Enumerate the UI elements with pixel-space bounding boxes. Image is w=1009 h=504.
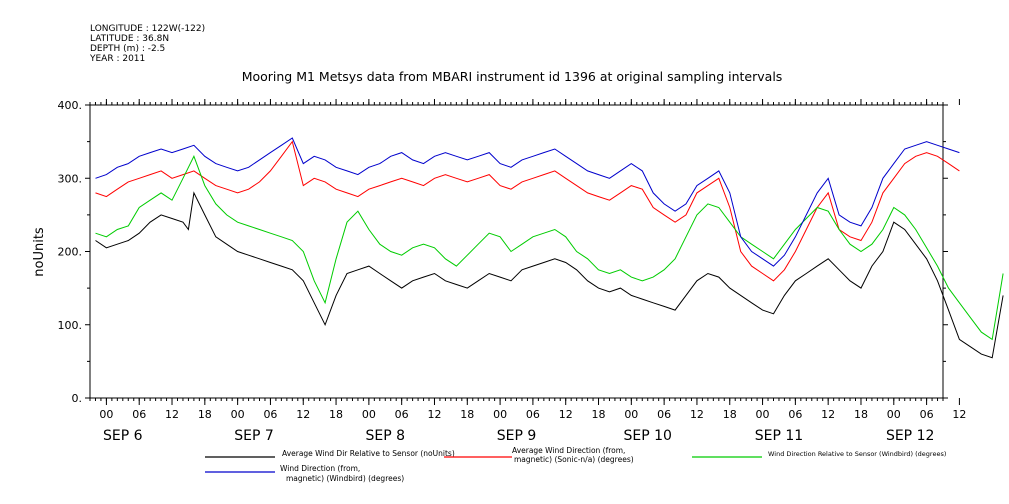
y-tick-label: 0. xyxy=(72,392,83,405)
x-tick-label: 12 xyxy=(559,408,573,421)
x-tick-label: 00 xyxy=(99,408,113,421)
x-tick-label: 00 xyxy=(231,408,245,421)
x-tick-label: 00 xyxy=(493,408,507,421)
y-tick-label: 100. xyxy=(58,319,83,332)
y-tick-label: 200. xyxy=(58,246,83,259)
meta-latitude: LATITUDE : 36.8N xyxy=(90,34,169,44)
x-tick-label: 06 xyxy=(526,408,540,421)
meta-longitude: LONGITUDE : 122W(-122) xyxy=(90,24,205,34)
metadata-block: LONGITUDE : 122W(-122) LATITUDE : 36.8N … xyxy=(89,24,205,64)
x-day-label: SEP 9 xyxy=(497,428,537,444)
x-tick-label: 12 xyxy=(821,408,835,421)
x-tick-label: 12 xyxy=(296,408,310,421)
x-tick-label: 06 xyxy=(788,408,802,421)
axes-layer: 0. 100. 200. 300. 400. 00 06 12 18 00 06 12 18 00 06 12… xyxy=(58,99,966,444)
x-tick-label: 12 xyxy=(952,408,966,421)
x-tick-label: 00 xyxy=(624,408,638,421)
meta-year: YEAR : 2011 xyxy=(89,54,145,64)
x-tick-label: 00 xyxy=(887,408,901,421)
plot-frame xyxy=(89,104,944,399)
x-day-label: SEP 7 xyxy=(234,428,274,444)
series-line-3 xyxy=(95,155,1004,341)
legend-label-4: Wind Direction (from, xyxy=(280,464,360,473)
x-tick-label: 06 xyxy=(395,408,409,421)
meta-depth: DEPTH (m) : -2.5 xyxy=(90,44,165,54)
x-tick-label: 18 xyxy=(198,408,212,421)
x-day-label: SEP 10 xyxy=(624,428,672,444)
x-tick-label: 06 xyxy=(920,408,934,421)
x-tick-label: 18 xyxy=(460,408,474,421)
x-tick-label: 18 xyxy=(723,408,737,421)
x-tick-label: 18 xyxy=(329,408,343,421)
legend: Average Wind Dir Relative to Sensor (noU… xyxy=(205,446,946,483)
x-tick-label: 18 xyxy=(592,408,606,421)
x-tick-label: 00 xyxy=(756,408,770,421)
x-tick-label: 06 xyxy=(263,408,277,421)
legend-label-4-line2: magnetic) (Windbird) (degrees) xyxy=(286,474,404,483)
x-tick-label: 12 xyxy=(165,408,179,421)
series-layer xyxy=(95,137,1004,359)
chart-title: Mooring M1 Metsys data from MBARI instru… xyxy=(242,69,783,84)
y-tick-label: 400. xyxy=(58,99,83,112)
x-day-label: SEP 11 xyxy=(755,428,803,444)
x-day-label: SEP 6 xyxy=(103,428,143,444)
y-tick-label: 300. xyxy=(58,172,83,185)
series-line-1 xyxy=(95,191,1004,359)
legend-label-2: Average Wind Direction (from, xyxy=(512,446,625,455)
x-tick-label: 12 xyxy=(690,408,704,421)
legend-label-2-line2: magnetic) (Sonic-n/a) (degrees) xyxy=(514,455,634,464)
x-day-label: SEP 8 xyxy=(365,428,405,444)
y-axis-label: noUnits xyxy=(32,227,47,277)
series-line-2 xyxy=(95,140,960,282)
x-day-label: SEP 12 xyxy=(886,428,934,444)
series-line-4 xyxy=(95,137,960,267)
x-tick-label: 18 xyxy=(854,408,868,421)
legend-label-3: Wind Direction Relative to Sensor (Windb… xyxy=(768,450,946,458)
x-tick-label: 12 xyxy=(427,408,441,421)
legend-label-1: Average Wind Dir Relative to Sensor (noU… xyxy=(282,449,455,458)
x-tick-label: 06 xyxy=(657,408,671,421)
x-tick-label: 06 xyxy=(132,408,146,421)
x-tick-label: 00 xyxy=(362,408,376,421)
